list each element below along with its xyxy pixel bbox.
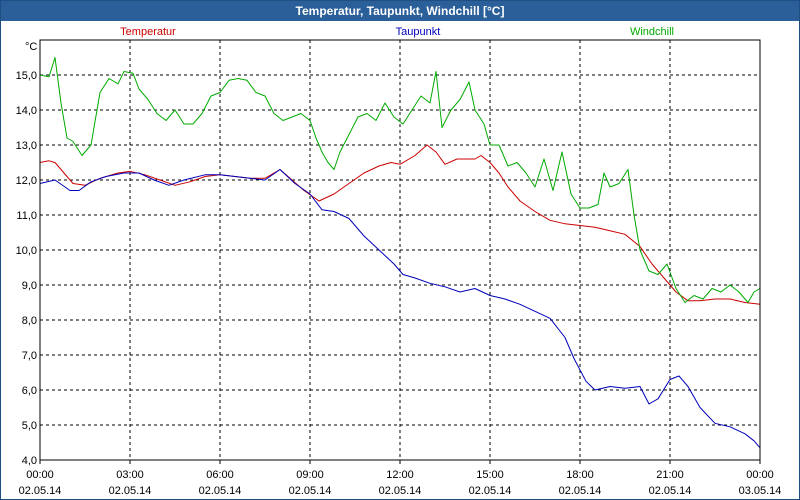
x-tick-time-label: 09:00 (296, 469, 324, 481)
y-tick-label: 7,0 (22, 350, 37, 362)
legend-temperatur: Temperatur (120, 26, 176, 38)
x-tick-date-label: 02.05.14 (19, 485, 62, 497)
legend-windchill: Windchill (630, 26, 674, 38)
legend-taupunkt: Taupunkt (396, 26, 441, 38)
x-tick-date-label: 02.05.14 (109, 485, 152, 497)
x-tick-time-label: 06:00 (206, 469, 234, 481)
y-tick-label: 9,0 (22, 280, 37, 292)
y-tick-label: 11,0 (16, 210, 37, 222)
y-tick-label: 10,0 (16, 245, 37, 257)
x-tick-date-label: 02.05.14 (559, 485, 602, 497)
x-tick-time-label: 00:00 (26, 469, 54, 481)
y-axis-unit-label: °C (25, 41, 37, 53)
y-tick-label: 8,0 (22, 315, 37, 327)
series-line-windchill (39, 57, 761, 303)
y-tick-label: 12,0 (16, 175, 37, 187)
series-line-temperatur (39, 144, 761, 305)
x-tick-date-label: 02.05.14 (289, 485, 332, 497)
y-tick-label: 13,0 (16, 140, 37, 152)
y-tick-label: 14,0 (16, 105, 37, 117)
y-tick-label: 15,0 (16, 70, 37, 82)
x-tick-time-label: 15:00 (476, 469, 504, 481)
y-tick-label: 6,0 (22, 385, 37, 397)
x-tick-date-label: 02.05.14 (469, 485, 512, 497)
x-tick-date-label: 02.05.14 (199, 485, 242, 497)
x-tick-date-label: 03.05.14 (739, 485, 782, 497)
x-tick-time-label: 00:00 (746, 469, 774, 481)
y-tick-label: 4,0 (22, 455, 37, 467)
x-tick-time-label: 18:00 (566, 469, 594, 481)
y-tick-label: 5,0 (22, 420, 37, 432)
x-tick-time-label: 12:00 (386, 469, 414, 481)
chart-title: Temperatur, Taupunkt, Windchill [°C] (1, 1, 799, 21)
series-line-taupunkt (39, 169, 761, 449)
x-tick-date-label: 02.05.14 (649, 485, 692, 497)
x-tick-time-label: 21:00 (656, 469, 684, 481)
x-tick-time-label: 03:00 (116, 469, 144, 481)
x-tick-date-label: 02.05.14 (379, 485, 422, 497)
